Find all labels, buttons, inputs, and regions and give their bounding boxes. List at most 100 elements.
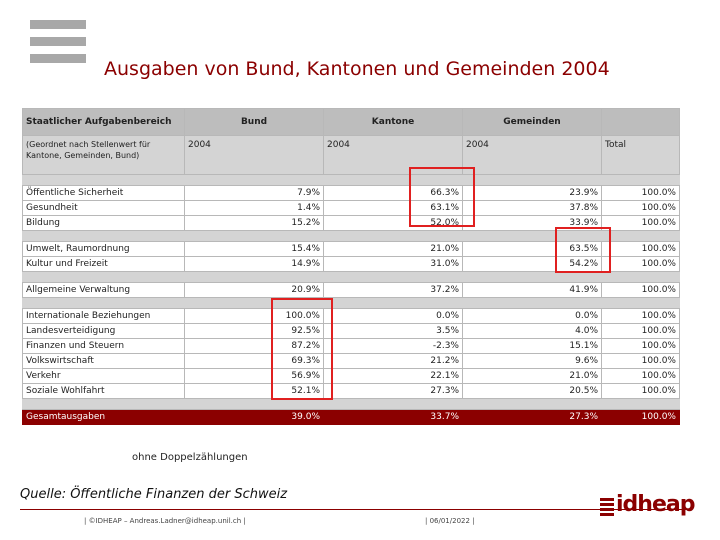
cell-bund: 56.9%	[184, 368, 324, 384]
cell-gemeinden: 0.0%	[462, 308, 602, 324]
note-text: ohne Doppelzählungen	[132, 452, 248, 463]
cell-kantone: 21.2%	[323, 353, 463, 369]
cell-total: 100.0%	[601, 383, 680, 399]
header-empty	[601, 108, 680, 136]
table-row: Allgemeine Verwaltung 20.9% 37.2% 41.9% 100.…	[22, 282, 680, 298]
page-title: Ausgaben von Bund, Kantonen und Gemeinde…	[104, 58, 610, 80]
cell-gemeinden: 9.6%	[462, 353, 602, 369]
table-row: Landesverteidigung 92.5% 3.5% 4.0% 100.0%	[22, 323, 680, 339]
table-row: Umwelt, Raumordnung 15.4% 21.0% 63.5% 100.0%	[22, 241, 680, 257]
group-spacer	[22, 174, 680, 186]
table-row: Öffentliche Sicherheit 7.9% 66.3% 23.9% 100.…	[22, 185, 680, 201]
cell-bund: 15.4%	[184, 241, 324, 257]
row-label: Soziale Wohlfahrt	[22, 383, 185, 399]
row-label: Verkehr	[22, 368, 185, 384]
group-spacer	[22, 398, 680, 410]
idheap-logo-bars	[600, 498, 614, 518]
footer-date: | 06/01/2022 |	[425, 517, 475, 525]
total-total: 100.0%	[601, 409, 680, 425]
cell-kantone: 21.0%	[323, 241, 463, 257]
table-header-row: Staatlicher Aufgabenbereich Bund Kantone Ge…	[22, 108, 680, 136]
table-row: Verkehr 56.9% 22.1% 21.0% 100.0%	[22, 368, 680, 384]
cell-kantone: 66.3%	[323, 185, 463, 201]
expenditure-table-container: Staatlicher Aufgabenbereich Bund Kantone Ge…	[22, 108, 680, 425]
row-label: Öffentliche Sicherheit	[22, 185, 185, 201]
cell-kantone: 63.1%	[323, 200, 463, 216]
total-bund: 39.0%	[184, 409, 324, 425]
table-subheader-row: (Geordnet nach Stellenwert für Kantone, …	[22, 135, 680, 175]
row-label: Allgemeine Verwaltung	[22, 282, 185, 298]
cell-bund: 1.4%	[184, 200, 324, 216]
menu-bars-logo	[30, 20, 86, 71]
cell-kantone: 3.5%	[323, 323, 463, 339]
source-text: Quelle: Öffentliche Finanzen der Schweiz	[20, 487, 288, 502]
cell-total: 100.0%	[601, 215, 680, 231]
total-row: Gesamtausgaben 39.0% 33.7% 27.3% 100.0%	[22, 409, 680, 425]
table-row: Internationale Beziehungen 100.0% 0.0% 0.0%…	[22, 308, 680, 324]
cell-total: 100.0%	[601, 308, 680, 324]
highlight-box-kantone	[409, 167, 475, 227]
footer-divider	[20, 509, 690, 510]
cell-gemeinden: 20.5%	[462, 383, 602, 399]
cell-kantone: 22.1%	[323, 368, 463, 384]
cell-total: 100.0%	[601, 353, 680, 369]
table-row: Kultur und Freizeit 14.9% 31.0% 54.2% 100.0%	[22, 256, 680, 272]
total-label: Gesamtausgaben	[22, 409, 185, 425]
header-aufgabenbereich: Staatlicher Aufgabenbereich	[22, 108, 185, 136]
cell-bund: 87.2%	[184, 338, 324, 354]
cell-bund: 52.1%	[184, 383, 324, 399]
subheader-year: 2004	[184, 135, 324, 175]
row-label: Umwelt, Raumordnung	[22, 241, 185, 257]
cell-kantone: 31.0%	[323, 256, 463, 272]
cell-total: 100.0%	[601, 323, 680, 339]
total-gemeinden: 27.3%	[462, 409, 602, 425]
cell-total: 100.0%	[601, 200, 680, 216]
row-label: Internationale Beziehungen	[22, 308, 185, 324]
cell-kantone: 0.0%	[323, 308, 463, 324]
table-row: Finanzen und Steuern 87.2% -2.3% 15.1% 100.0…	[22, 338, 680, 354]
header-bund: Bund	[184, 108, 324, 136]
subheader-year: Total	[601, 135, 680, 175]
row-label: Landesverteidigung	[22, 323, 185, 339]
total-kantone: 33.7%	[323, 409, 463, 425]
cell-total: 100.0%	[601, 282, 680, 298]
cell-total: 100.0%	[601, 338, 680, 354]
row-label: Volkswirtschaft	[22, 353, 185, 369]
cell-gemeinden: 23.9%	[462, 185, 602, 201]
row-label: Finanzen und Steuern	[22, 338, 185, 354]
cell-total: 100.0%	[601, 256, 680, 272]
cell-kantone: -2.3%	[323, 338, 463, 354]
expenditure-table: Staatlicher Aufgabenbereich Bund Kantone Ge…	[22, 108, 680, 425]
cell-bund: 7.9%	[184, 185, 324, 201]
table-row: Gesundheit 1.4% 63.1% 37.8% 100.0%	[22, 200, 680, 216]
row-label: Kultur und Freizeit	[22, 256, 185, 272]
header-kantone: Kantone	[323, 108, 463, 136]
row-label: Gesundheit	[22, 200, 185, 216]
idheap-logo: idheap	[616, 492, 695, 517]
cell-bund: 15.2%	[184, 215, 324, 231]
footer-copyright: | ©IDHEAP – Andreas.Ladner@idheap.unil.c…	[84, 517, 246, 525]
cell-gemeinden: 15.1%	[462, 338, 602, 354]
row-label: Bildung	[22, 215, 185, 231]
table-row: Soziale Wohlfahrt 52.1% 27.3% 20.5% 100.0%	[22, 383, 680, 399]
cell-gemeinden: 4.0%	[462, 323, 602, 339]
cell-kantone: 27.3%	[323, 383, 463, 399]
cell-gemeinden: 21.0%	[462, 368, 602, 384]
cell-gemeinden: 54.2%	[462, 256, 602, 272]
cell-kantone: 37.2%	[323, 282, 463, 298]
highlight-box-gemeinden	[555, 227, 611, 273]
cell-total: 100.0%	[601, 368, 680, 384]
header-gemeinden: Gemeinden	[462, 108, 602, 136]
table-row: Volkswirtschaft 69.3% 21.2% 9.6% 100.0%	[22, 353, 680, 369]
highlight-box-bund	[271, 298, 333, 400]
cell-bund: 14.9%	[184, 256, 324, 272]
cell-bund: 20.9%	[184, 282, 324, 298]
group-spacer	[22, 271, 680, 283]
cell-gemeinden: 37.8%	[462, 200, 602, 216]
cell-gemeinden: 41.9%	[462, 282, 602, 298]
cell-total: 100.0%	[601, 241, 680, 257]
group-spacer	[22, 297, 680, 309]
subheader-label: (Geordnet nach Stellenwert für Kantone, …	[22, 135, 185, 175]
cell-total: 100.0%	[601, 185, 680, 201]
subheader-year: 2004	[462, 135, 602, 175]
